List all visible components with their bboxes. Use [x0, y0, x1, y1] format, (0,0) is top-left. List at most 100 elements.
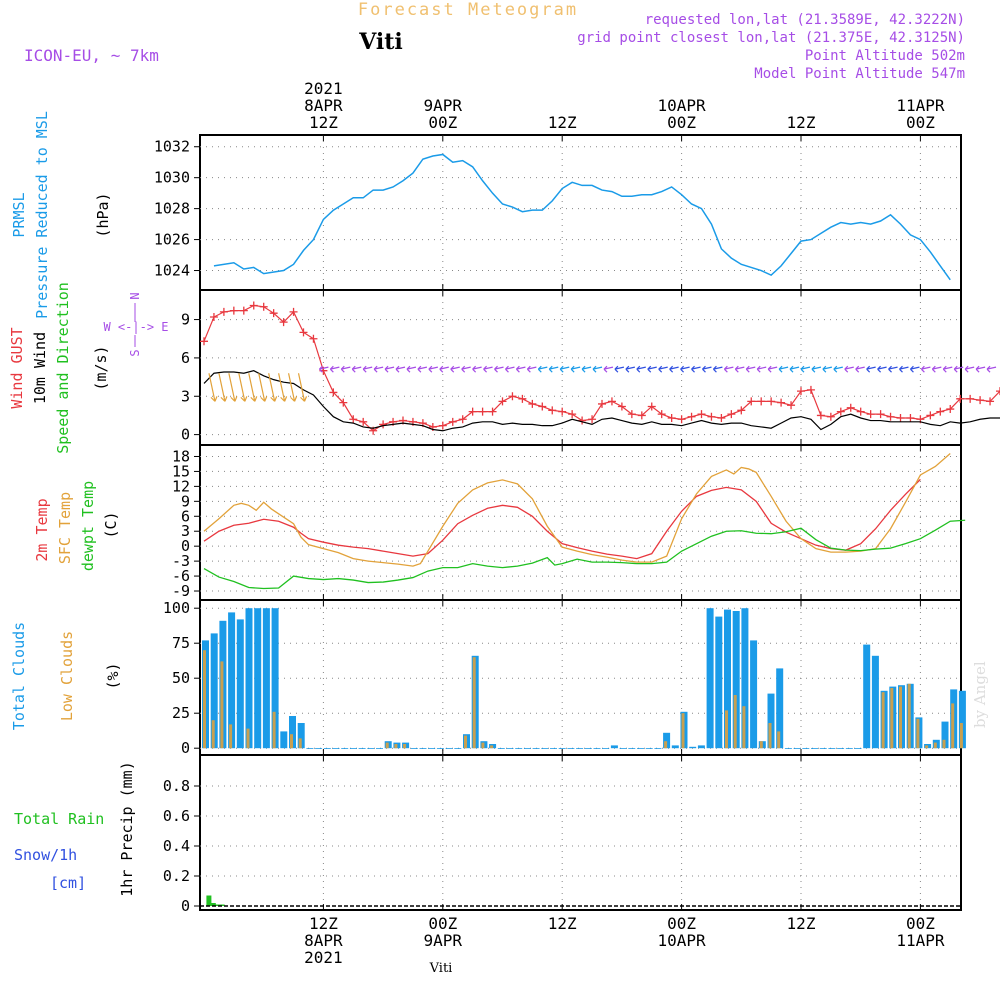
y-tick-label: 1030: [154, 169, 190, 187]
gust-marker: [548, 406, 557, 415]
gust-marker: [279, 318, 288, 327]
label-total-rain: Total Rain: [14, 810, 104, 828]
wind-dir-arrow: [712, 365, 723, 373]
time-label-top: 11APR: [896, 96, 945, 115]
total-cloud-bar: [784, 748, 792, 749]
wind-dir-arrow: [800, 365, 811, 373]
time-label-bottom: 00Z: [667, 914, 696, 933]
gust-marker: [856, 407, 865, 416]
y-tick-label: -6: [172, 567, 190, 585]
y-tick-label: -9: [172, 582, 190, 600]
low-cloud-bar: [768, 723, 772, 749]
total-cloud-bar: [645, 748, 653, 749]
gust-marker: [757, 397, 766, 406]
y-tick-label: 6: [181, 507, 190, 525]
total-cloud-bar: [741, 608, 749, 749]
compass-we: W <-|-> E: [103, 320, 168, 334]
label-2m-temp: 2m Temp: [33, 498, 51, 561]
wind-dir-arrow: [844, 365, 854, 373]
wind-dir-arrow: [362, 365, 373, 373]
wind-dir-arrow: [931, 365, 942, 373]
wind-dir-arrow: [428, 365, 438, 373]
gust-marker: [588, 415, 597, 424]
gust-marker: [568, 410, 577, 419]
panel-frame: [199, 444, 962, 601]
y-tick-label: 9: [181, 311, 190, 329]
wind-dir-arrow: [268, 373, 278, 402]
gust-marker: [976, 396, 985, 405]
total-cloud-bar: [428, 748, 436, 749]
label-prmsl: PRMSL: [10, 192, 28, 237]
wind-dir-arrow: [505, 365, 515, 373]
wind-dir-arrow: [439, 365, 449, 373]
gust-marker: [707, 412, 716, 421]
time-label-top: 12Z: [787, 113, 816, 132]
label-pressure-msl: Pressure Reduced to MSL: [33, 111, 51, 319]
total-cloud-bar: [767, 693, 775, 749]
total-cloud-bar: [715, 616, 723, 749]
gust-marker: [826, 412, 835, 421]
total-cloud-bar: [515, 748, 523, 749]
wind-dir-arrow: [822, 365, 833, 373]
gust-marker: [966, 394, 975, 403]
gust-marker: [209, 313, 218, 322]
total-cloud-bar: [297, 723, 305, 749]
y-tick-label: 12: [172, 477, 190, 495]
low-cloud-bar: [907, 683, 911, 749]
model-label: ICON-EU, ~ 7km: [24, 46, 159, 65]
wind-dir-arrow: [494, 365, 504, 373]
time-label-bottom: 12Z: [548, 914, 577, 933]
total-cloud-bar: [497, 748, 505, 749]
wind-dir-arrow: [647, 365, 657, 373]
gust-marker: [289, 307, 298, 316]
wind-dir-arrow: [297, 373, 308, 402]
time-label-bottom: 8APR: [304, 931, 343, 950]
wind-dir-arrow: [592, 365, 603, 373]
rain-bar: [206, 895, 212, 906]
wind-dir-arrow: [218, 373, 228, 402]
time-label-top: 10APR: [658, 96, 707, 115]
total-cloud-bar: [628, 748, 636, 749]
total-cloud-bar: [454, 748, 462, 749]
wind-dir-arrow: [723, 365, 734, 373]
label-wind-gust: Wind GUST: [8, 327, 26, 408]
total-cloud-bar: [254, 608, 262, 749]
time-label-top: 2021: [304, 79, 343, 98]
wind-dir-arrow: [395, 365, 406, 373]
low-cloud-bar: [959, 723, 963, 749]
gust-marker: [886, 412, 895, 421]
gust-marker: [876, 410, 885, 419]
wind-dir-arrow: [745, 365, 756, 373]
footer-location: Viti: [429, 961, 453, 976]
total-cloud-bar: [750, 640, 758, 749]
low-cloud-bar: [246, 728, 250, 749]
panel-frame: [199, 599, 962, 756]
y-tick-label: 9: [181, 492, 190, 510]
wind-dir-arrow: [910, 365, 920, 373]
total-cloud-bar: [228, 612, 236, 749]
gust-marker: [836, 407, 845, 416]
gust-marker: [627, 410, 636, 419]
low-cloud-bar: [942, 739, 946, 749]
total-cloud-bar: [654, 748, 662, 749]
y-tick-label: 25: [172, 704, 190, 722]
low-cloud-bar: [933, 742, 937, 749]
y-tick-label: 0.2: [163, 867, 190, 885]
wind-dir-arrow: [953, 365, 964, 373]
time-label-top: 8APR: [304, 96, 343, 115]
gust-marker: [946, 405, 955, 414]
total-cloud-bar: [419, 748, 427, 749]
total-cloud-bar: [358, 748, 366, 749]
panel-wind: 0 3 6 9: [181, 289, 1000, 446]
low-cloud-bar: [681, 713, 685, 749]
wind-dir-arrow: [278, 373, 288, 402]
gust-marker: [926, 411, 935, 420]
wind-dir-arrow: [778, 365, 789, 373]
gust-marker: [816, 411, 825, 420]
gust-marker: [478, 407, 487, 416]
total-cloud-bar: [697, 745, 705, 749]
total-cloud-bar: [445, 748, 453, 749]
y-tick-label: 75: [172, 634, 190, 652]
label-precip-axis: 1hr Precip (mm): [118, 761, 136, 896]
